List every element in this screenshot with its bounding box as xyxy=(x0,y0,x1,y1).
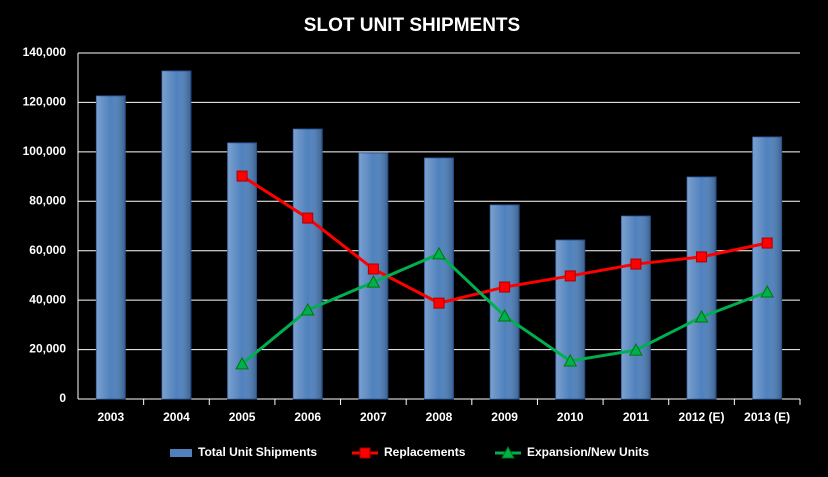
line-marker xyxy=(761,237,773,249)
line-marker xyxy=(501,445,515,459)
x-tick-label: 2011 xyxy=(623,410,649,424)
y-tick-label: 40,000 xyxy=(29,292,66,306)
x-tick-label: 2004 xyxy=(163,410,190,424)
legend-label: Expansion/New Units xyxy=(527,445,649,459)
y-tick-label: 60,000 xyxy=(29,243,66,257)
x-tick-label: 2005 xyxy=(229,410,256,424)
line-marker xyxy=(499,281,511,293)
line-marker xyxy=(359,447,371,459)
bar-shade xyxy=(96,96,126,399)
bar-shade xyxy=(490,204,520,399)
legend-swatch xyxy=(170,449,192,457)
line-marker xyxy=(696,251,708,263)
x-tick-label: 2010 xyxy=(557,410,584,424)
line-marker xyxy=(694,309,709,323)
line-marker xyxy=(300,302,315,316)
y-tick-label: 140,000 xyxy=(23,45,67,59)
bar-shade xyxy=(555,240,585,399)
legend-label: Replacements xyxy=(384,445,466,459)
bar-shade xyxy=(293,129,323,399)
line-marker xyxy=(367,263,379,275)
x-tick-label: 2009 xyxy=(491,410,518,424)
line-marker xyxy=(433,297,445,309)
line-marker xyxy=(629,343,643,356)
line-marker xyxy=(563,353,578,367)
chart-title: SLOT UNIT SHIPMENTS xyxy=(304,15,520,36)
y-tick-label: 80,000 xyxy=(29,193,66,207)
line-marker xyxy=(235,356,249,370)
line-marker xyxy=(564,270,576,282)
bar-shade xyxy=(424,158,454,399)
legend-label: Total Unit Shipments xyxy=(198,445,317,459)
y-tick-label: 0 xyxy=(59,391,66,405)
bar-shade xyxy=(621,216,651,399)
line-marker xyxy=(760,284,775,298)
y-tick-label: 120,000 xyxy=(23,95,67,109)
bar-shade xyxy=(162,71,191,399)
bar-shade xyxy=(752,137,782,399)
x-tick-label: 2008 xyxy=(426,410,453,424)
x-tick-label: 2006 xyxy=(294,410,321,424)
y-tick-label: 100,000 xyxy=(23,144,67,158)
x-tick-label: 2007 xyxy=(360,410,387,424)
x-tick-label: 2013 (E) xyxy=(744,410,790,424)
y-tick-label: 20,000 xyxy=(29,342,66,356)
line-marker xyxy=(432,246,446,260)
x-tick-label: 2012 (E) xyxy=(679,410,725,424)
line-marker xyxy=(497,308,512,322)
bar-shade xyxy=(687,177,716,399)
line-marker xyxy=(366,275,381,288)
line-marker xyxy=(630,258,642,270)
x-tick-label: 2003 xyxy=(97,410,124,424)
line-marker xyxy=(236,170,248,182)
line-marker xyxy=(302,212,314,224)
